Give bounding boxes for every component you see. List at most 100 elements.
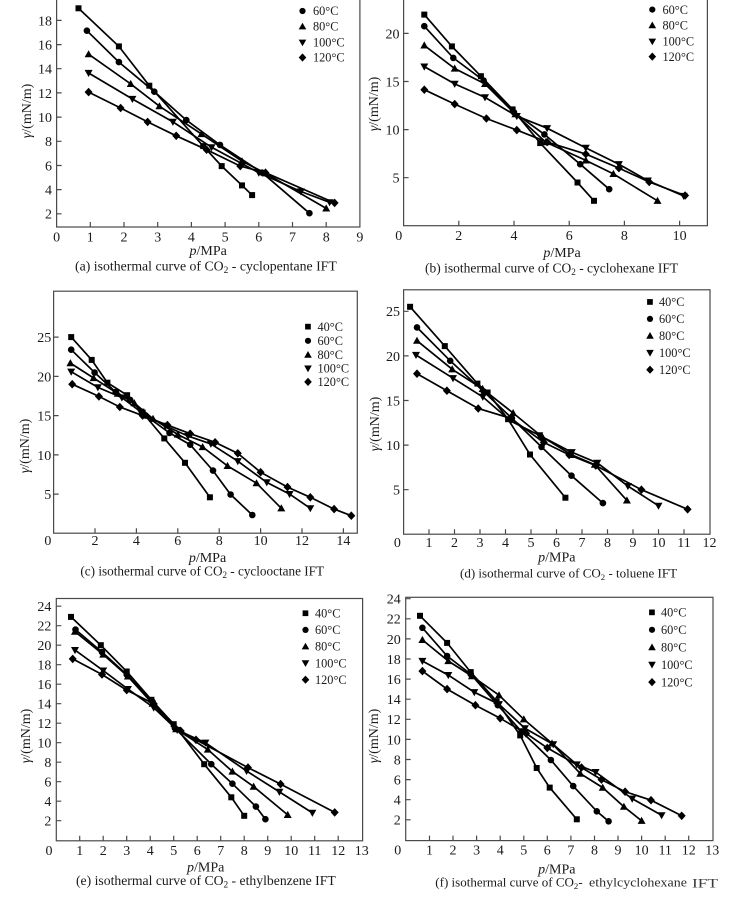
svg-text:7: 7 bbox=[567, 844, 574, 859]
svg-text:40°C: 40°C bbox=[318, 320, 343, 334]
svg-text:2: 2 bbox=[92, 534, 99, 549]
svg-text:10: 10 bbox=[37, 737, 51, 752]
svg-text:5: 5 bbox=[170, 844, 177, 859]
svg-text:9: 9 bbox=[630, 536, 637, 551]
svg-text:2: 2 bbox=[455, 229, 462, 244]
svg-text:5: 5 bbox=[520, 844, 527, 859]
svg-text:12: 12 bbox=[331, 844, 345, 859]
svg-text:6: 6 bbox=[45, 159, 52, 174]
svg-text:10: 10 bbox=[386, 124, 400, 139]
svg-text:4: 4 bbox=[188, 230, 195, 245]
svg-text:60°C: 60°C bbox=[318, 334, 343, 348]
svg-text:7: 7 bbox=[289, 230, 296, 245]
svg-text:7: 7 bbox=[217, 844, 224, 859]
svg-text:γ/(mN/m): γ/(mN/m) bbox=[367, 708, 382, 763]
svg-text:60°C: 60°C bbox=[659, 312, 684, 326]
svg-text:9: 9 bbox=[264, 844, 271, 859]
svg-text:22: 22 bbox=[387, 613, 401, 628]
svg-text:10: 10 bbox=[652, 536, 666, 551]
svg-text:IFT: IFT bbox=[692, 876, 718, 891]
svg-text:(d) isothermal curve of CO2​ -: (d) isothermal curve of CO2​ - toluene I… bbox=[460, 565, 677, 582]
svg-text:100°C: 100°C bbox=[313, 36, 345, 50]
svg-text:5: 5 bbox=[528, 536, 535, 551]
svg-text:100°C: 100°C bbox=[663, 35, 695, 49]
svg-text:13: 13 bbox=[355, 844, 369, 859]
svg-text:9: 9 bbox=[615, 844, 622, 859]
svg-text:13: 13 bbox=[705, 844, 719, 859]
svg-text:(e) isothermal curve of CO2​: (e) isothermal curve of CO2​ - ethylbenz… bbox=[76, 873, 336, 891]
svg-text:80°C: 80°C bbox=[318, 348, 343, 362]
svg-text:16: 16 bbox=[38, 39, 52, 54]
svg-text:1: 1 bbox=[76, 844, 83, 859]
svg-text:p/MPa: p/MPa bbox=[537, 550, 576, 565]
svg-text:12: 12 bbox=[387, 713, 401, 728]
svg-text:24: 24 bbox=[37, 600, 51, 615]
svg-text:3: 3 bbox=[477, 536, 484, 551]
svg-text:6: 6 bbox=[174, 534, 181, 549]
svg-text:20: 20 bbox=[387, 633, 401, 648]
svg-text:10: 10 bbox=[387, 733, 401, 748]
svg-text:2: 2 bbox=[451, 536, 458, 551]
svg-text:10: 10 bbox=[254, 534, 268, 549]
svg-text:14: 14 bbox=[387, 693, 401, 708]
svg-text:20: 20 bbox=[386, 350, 400, 365]
svg-text:80°C: 80°C bbox=[315, 640, 340, 654]
svg-text:40°C: 40°C bbox=[663, 0, 688, 1]
svg-text:11: 11 bbox=[677, 536, 690, 551]
svg-text:p/MPa: p/MPa bbox=[186, 860, 225, 875]
svg-text:5: 5 bbox=[393, 484, 400, 499]
svg-text:(b) isothermal curve of CO2​: (b) isothermal curve of CO2​ - cyclohexa… bbox=[425, 260, 679, 277]
svg-text:0: 0 bbox=[394, 536, 401, 551]
svg-text:0: 0 bbox=[394, 844, 401, 859]
svg-text:20: 20 bbox=[37, 370, 51, 385]
svg-text:80°C: 80°C bbox=[663, 19, 688, 33]
svg-text:6: 6 bbox=[194, 844, 201, 859]
svg-text:14: 14 bbox=[336, 534, 350, 549]
svg-text:1: 1 bbox=[426, 536, 433, 551]
svg-text:5: 5 bbox=[222, 230, 229, 245]
svg-text:p/MPa: p/MPa bbox=[537, 863, 576, 878]
svg-text:5: 5 bbox=[393, 172, 400, 187]
svg-text:100°C: 100°C bbox=[659, 346, 691, 360]
svg-text:20: 20 bbox=[386, 27, 400, 42]
svg-text:11: 11 bbox=[658, 844, 671, 859]
svg-text:80°C: 80°C bbox=[313, 20, 338, 34]
svg-text:4: 4 bbox=[133, 534, 140, 549]
svg-text:8: 8 bbox=[591, 844, 598, 859]
svg-text:100°C: 100°C bbox=[318, 362, 350, 376]
svg-text:4: 4 bbox=[497, 844, 504, 859]
svg-text:10: 10 bbox=[635, 844, 649, 859]
svg-text:3: 3 bbox=[473, 844, 480, 859]
svg-text:100°C: 100°C bbox=[315, 656, 347, 670]
svg-text:0: 0 bbox=[46, 844, 53, 859]
svg-text:2: 2 bbox=[394, 814, 401, 829]
svg-text:8: 8 bbox=[45, 135, 52, 150]
svg-text:1: 1 bbox=[426, 844, 433, 859]
svg-text:8: 8 bbox=[44, 756, 51, 771]
svg-text:120°C: 120°C bbox=[661, 675, 693, 689]
svg-text:10: 10 bbox=[673, 229, 687, 244]
svg-text:12: 12 bbox=[38, 87, 52, 102]
svg-text:11: 11 bbox=[308, 844, 321, 859]
svg-text:9: 9 bbox=[356, 230, 363, 245]
svg-text:14: 14 bbox=[38, 63, 52, 78]
svg-text:(c) isothermal curve of CO2​ -: (c) isothermal curve of CO2​ - cycloocta… bbox=[80, 563, 324, 580]
svg-text:8: 8 bbox=[241, 844, 248, 859]
svg-text:4: 4 bbox=[44, 795, 51, 810]
svg-text:0: 0 bbox=[44, 534, 51, 549]
svg-text:(a) isothermal curve of CO2​: (a) isothermal curve of CO2​ - cyclopent… bbox=[75, 258, 337, 276]
svg-text:22: 22 bbox=[37, 620, 51, 635]
svg-text:ethylcyclohexane: ethylcyclohexane bbox=[589, 874, 687, 889]
svg-text:120°C: 120°C bbox=[663, 50, 695, 64]
svg-text:4: 4 bbox=[394, 794, 401, 809]
svg-text:8: 8 bbox=[621, 229, 628, 244]
svg-text:6: 6 bbox=[394, 774, 401, 789]
svg-text:10: 10 bbox=[38, 111, 52, 126]
svg-text:3: 3 bbox=[154, 230, 161, 245]
svg-text:3: 3 bbox=[123, 844, 130, 859]
svg-text:40°C: 40°C bbox=[313, 0, 338, 2]
svg-text:120°C: 120°C bbox=[315, 673, 347, 687]
svg-text:p/MPa: p/MPa bbox=[188, 551, 227, 566]
svg-text:4: 4 bbox=[45, 184, 52, 199]
svg-text:14: 14 bbox=[37, 698, 51, 713]
